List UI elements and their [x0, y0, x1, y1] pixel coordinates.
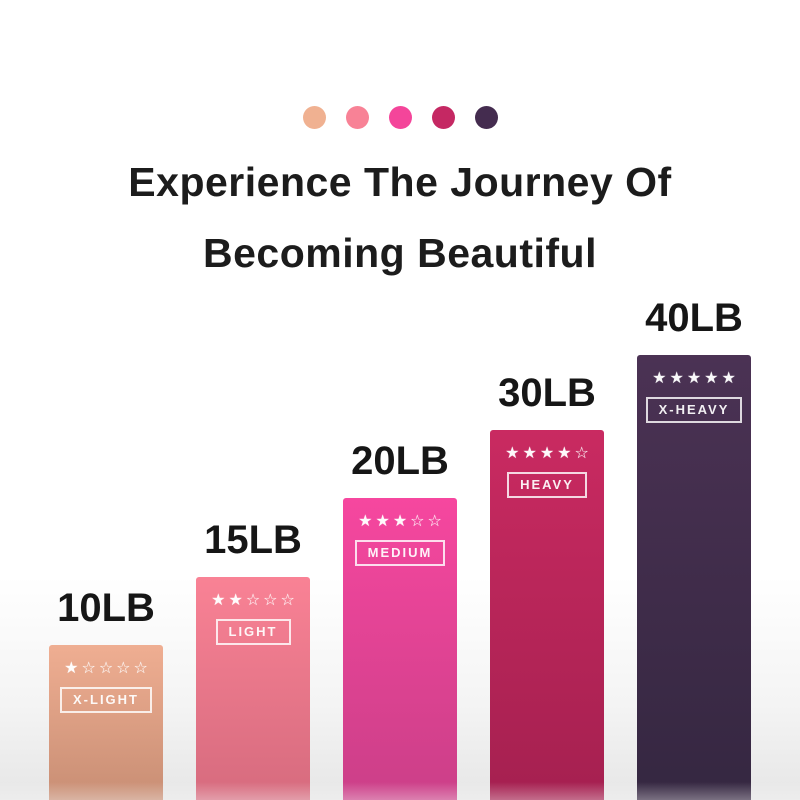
level-badge-x-light: X-LIGHT	[60, 687, 152, 713]
light-color-dot-icon	[345, 106, 369, 129]
heavy-color-dot-icon	[431, 106, 455, 129]
weight-label-30lb: 30LB	[498, 371, 596, 415]
bar-column-10lb: 10LB ★☆☆☆☆ X-LIGHT	[49, 586, 163, 800]
bar-20lb: ★★★☆☆ MEDIUM	[343, 498, 457, 800]
weight-label-40lb: 40LB	[645, 296, 743, 340]
level-badge-heavy: HEAVY	[507, 472, 587, 498]
bar-column-30lb: 30LB ★★★★☆ HEAVY	[490, 371, 604, 800]
weight-label-15lb: 15LB	[204, 518, 302, 562]
star-rating-10lb: ★☆☆☆☆	[64, 660, 151, 677]
bar-15lb: ★★☆☆☆ LIGHT	[196, 577, 310, 800]
bar-40lb: ★★★★★ X-HEAVY	[637, 355, 751, 800]
x-heavy-color-dot-icon	[474, 106, 498, 129]
bar-column-20lb: 20LB ★★★☆☆ MEDIUM	[343, 439, 457, 800]
bar-column-15lb: 15LB ★★☆☆☆ LIGHT	[196, 518, 310, 800]
headline-line-1: Experience The Journey Of	[128, 159, 672, 205]
star-rating-30lb: ★★★★☆	[505, 445, 592, 462]
resistance-bar-chart: 10LB ★☆☆☆☆ X-LIGHT 15LB ★★☆☆☆ LIGHT 20LB…	[0, 296, 800, 800]
star-rating-20lb: ★★★☆☆	[358, 513, 445, 530]
weight-label-20lb: 20LB	[351, 439, 449, 483]
star-rating-15lb: ★★☆☆☆	[211, 592, 298, 609]
headline-line-2: Becoming Beautiful	[203, 230, 597, 276]
medium-color-dot-icon	[388, 106, 412, 129]
level-badge-x-heavy: X-HEAVY	[645, 397, 743, 423]
star-rating-40lb: ★★★★★	[652, 370, 739, 387]
x-light-color-dot-icon	[302, 106, 326, 129]
bar-30lb: ★★★★☆ HEAVY	[490, 430, 604, 800]
headline: Experience The Journey Of Becoming Beaut…	[0, 147, 800, 289]
level-badge-light: LIGHT	[215, 619, 291, 645]
bar-10lb: ★☆☆☆☆ X-LIGHT	[49, 645, 163, 800]
weight-label-10lb: 10LB	[57, 586, 155, 630]
level-badge-medium: MEDIUM	[354, 540, 446, 566]
bar-column-40lb: 40LB ★★★★★ X-HEAVY	[637, 296, 751, 800]
palette-dots-row	[0, 106, 800, 129]
